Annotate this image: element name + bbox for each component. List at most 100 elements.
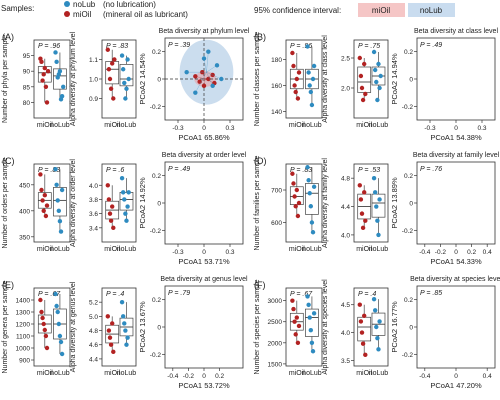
pcoa-frame [164,161,244,245]
box1-point-miOil [295,96,301,101]
box1-ylabel: Number of genera per sample [2,280,9,373]
box1-point-noLub [59,351,65,357]
box1-point-noLub [306,178,311,183]
pcoa-xtick-label: 0 [454,125,458,132]
pcoa-spoke-noLub [459,307,460,320]
ci-label: 95% confidence interval: [254,6,341,15]
box1-point-noLub [307,191,312,196]
pcoa-point-noLub [194,338,198,342]
pcoa-point-noLub [473,311,477,315]
pcoa-point-miOil [454,332,458,336]
box1-point-miOil [39,59,44,65]
box1-frame [285,39,323,119]
box2-xcat-miOil: miOil [356,246,372,253]
pcoa-point-noLub [193,90,198,95]
box1-point-miOil [38,172,43,177]
pcoa-spoke-miOil [454,72,455,78]
box1-point-miOil [41,72,46,77]
pcoa-point-miOil [210,197,214,201]
pcoa-frame [164,285,244,369]
box1-ytick-label: 700 [271,188,282,195]
pcoa-point-miOil [462,73,466,77]
box1-point-miOil [292,83,297,88]
box1-point-miOil [292,194,297,199]
pcoa-point-noLub [193,214,197,218]
pcoa-spoke-noLub [206,71,222,80]
box1-ylabel: Number of phyla per sample [2,35,9,123]
pcoa-spoke-noLub [207,307,208,320]
box2-point-noLub [374,204,379,209]
pcoa-xlabel: PCoA1 53.72% [178,381,230,390]
pcoa-xlabel: PCoA1 54.33% [430,257,482,266]
box2-point-miOil [359,330,365,335]
pcoa-point-noLub [454,180,458,184]
pcoa-ytick-label: 0.2 [404,173,413,180]
box1-point-noLub [307,83,312,88]
legend-desc-noLub: (no lubrication) [103,0,156,9]
pcoa-point-miOil [206,201,210,205]
box1-point-miOil [40,315,45,321]
box2-frame [353,287,389,367]
box1-point-miOil [290,50,295,56]
box1-pvalue: P = .67 [290,291,313,298]
box1-frame [33,287,71,367]
box2-ytick-label: 3.6 [89,211,98,218]
pcoa-frame [416,161,496,245]
box1-ytick-label: 95 [23,53,31,60]
pcoa-point-miOil [194,322,198,326]
box1-point-miOil [42,65,47,71]
box1-point-noLub [309,340,315,346]
pcoa-spoke-miOil [448,200,456,202]
box1-point-noLub [311,184,317,189]
box2-point-miOil [359,85,365,91]
pcoa-xtick-label: 0.2 [215,373,224,380]
box1-point-noLub [54,59,59,65]
pcoa-ytick-label: 0 [157,201,161,208]
pcoa-xtick-label: 0 [202,249,206,256]
pcoa-ellipse-miOil [446,70,466,86]
box1-point-miOil [290,171,295,176]
pcoa-point-noLub [210,332,214,336]
pcoa-point-noLub [186,318,190,322]
pcoa-point-miOil [449,80,453,84]
pcoa-pvalue: P = .39 [168,42,190,49]
box2-pvalue: P = .53 [358,167,380,174]
box2-point-noLub [123,211,128,216]
box2-ytick-label: 2.0 [341,86,350,93]
pcoa-point-miOil [193,198,197,202]
pcoa-point-miOil [454,208,458,212]
box1-point-miOil [40,78,45,83]
box2-ytick-label: 4.0 [89,183,98,190]
pcoa-xtick-label: -0.4 [167,373,179,380]
pcoa-spoke-noLub [204,183,207,196]
pcoa-point-noLub [446,338,450,342]
box1-point-noLub [58,339,64,345]
pcoa-ytick-label: 0.2 [152,49,161,56]
box2-point-miOil [363,218,368,223]
box1-point-miOil [293,204,298,209]
box2-ytick-label: 3.5 [341,358,350,365]
pcoa-point-noLub [466,187,470,191]
box1-point-miOil [41,208,46,213]
box1-point-miOil [296,70,302,75]
box1-point-noLub [305,165,310,170]
pcoa-point-noLub [202,180,206,184]
box2-xcat-miOil: miOil [356,370,372,377]
box1-point-miOil [38,297,43,303]
box1-point-noLub [309,220,315,225]
box2-frame [101,287,137,367]
panel-label: (D) [254,156,267,166]
box1-point-miOil [293,332,298,337]
pcoa-point-miOil [200,194,204,198]
pcoa-point-miOil [198,328,202,332]
pcoa-spoke-noLub [459,195,464,210]
ci-swatch-miOil [358,3,405,17]
pcoa-spoke-miOil [204,326,208,327]
pcoa-spoke-miOil [456,326,460,327]
pcoa-xtick-label: 0 [454,249,458,256]
box1-point-miOil [44,345,50,351]
pcoa-point-noLub [458,56,462,60]
box2-pvalue: P = .6 [106,167,124,174]
box2-ytick-label: 5.2 [89,300,98,307]
box1-point-noLub [306,70,311,75]
